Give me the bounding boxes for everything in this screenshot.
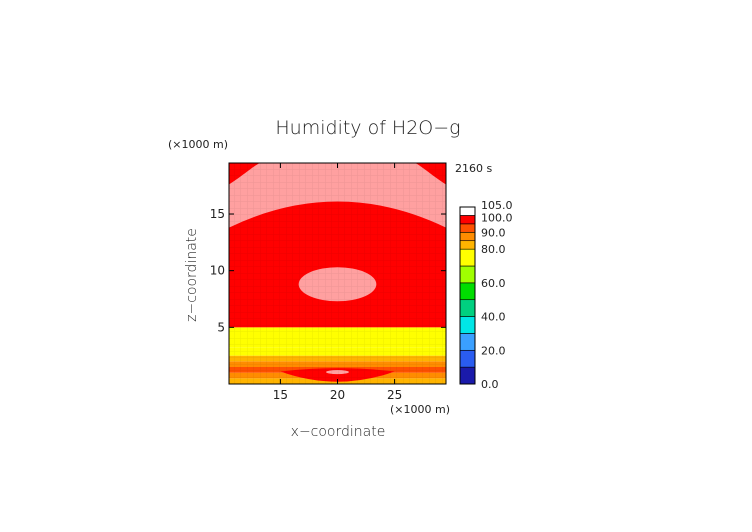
colorbar-frame bbox=[459, 206, 476, 385]
colorbar-swatch bbox=[459, 231, 476, 242]
colorbar-label: 20.0 bbox=[481, 344, 506, 357]
colorbar-swatch bbox=[459, 223, 476, 233]
x-tick-label: 25 bbox=[387, 388, 402, 402]
colorbar-swatch bbox=[459, 366, 476, 385]
colorbar-swatch bbox=[459, 349, 476, 368]
x-tick-label: 15 bbox=[273, 388, 288, 402]
axes: 15 20 25 5 10 15 bbox=[210, 163, 446, 402]
colorbar-swatch bbox=[459, 316, 476, 334]
x-axis-label: x−coordinate bbox=[291, 424, 386, 440]
z-axis-label: z−coordinate bbox=[184, 228, 200, 322]
colorbar-label: 80.0 bbox=[481, 243, 506, 256]
colorbar-swatch bbox=[459, 333, 476, 351]
colorbar-label: 40.0 bbox=[481, 311, 506, 324]
colorbar-swatch bbox=[459, 215, 476, 225]
colorbar-swatch bbox=[459, 265, 476, 284]
colorbar-swatch bbox=[459, 206, 476, 216]
colorbar-swatch bbox=[459, 299, 476, 317]
colorbar-swatch bbox=[459, 240, 476, 250]
colorbar-label: 100.0 bbox=[481, 211, 513, 224]
colorbar-label: 105.0 bbox=[481, 199, 513, 212]
z-tick-label: 5 bbox=[217, 320, 225, 334]
colorbar-swatch bbox=[459, 282, 476, 301]
z-tick-label: 15 bbox=[210, 207, 225, 221]
chart-title: Humidity of H2O−g bbox=[275, 117, 460, 139]
plot-grid bbox=[229, 163, 446, 384]
colorbar-label: 0.0 bbox=[481, 378, 499, 391]
timestamp-label: 2160 s bbox=[455, 162, 492, 175]
x-unit-label: (×1000 m) bbox=[390, 403, 450, 416]
z-tick-label: 10 bbox=[210, 264, 225, 278]
colorbar-label: 60.0 bbox=[481, 277, 506, 290]
z-unit-label: (×1000 m) bbox=[168, 138, 228, 151]
colorbar-label: 90.0 bbox=[481, 226, 506, 239]
x-tick-label: 20 bbox=[330, 388, 345, 402]
colorbar-swatch bbox=[459, 248, 476, 267]
